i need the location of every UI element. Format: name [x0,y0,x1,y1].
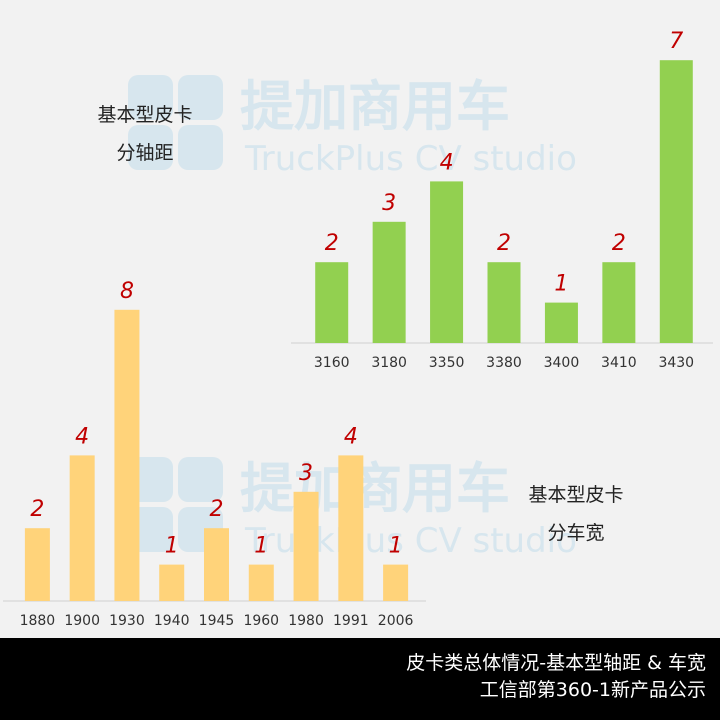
tick-label-1945: 1945 [199,613,235,629]
data-label-1991: 4 [344,424,358,449]
bar-1880 [24,528,50,601]
wheelbase-chart-title: 基本型皮卡 分轴距 [45,96,245,172]
wheelbase-chart: 2 3160 3 3180 4 3350 2 3380 1 3400 2 3410 7 3430 [291,29,713,371]
data-label-2006: 1 [389,534,403,559]
tick-label-1940: 1940 [154,613,190,629]
tick-label-1960: 1960 [243,613,279,629]
tick-label-2006: 2006 [378,613,414,629]
tick-label-3430: 3430 [658,355,694,371]
bar-1980 [293,491,319,601]
tick-label-1930: 1930 [109,613,145,629]
data-label-3180: 3 [382,191,396,216]
data-label-1980: 3 [299,461,313,486]
data-label-1945: 2 [210,497,224,522]
bar-3380 [487,262,521,343]
data-label-3160: 2 [325,231,339,256]
footer-line-1: 皮卡类总体情况-基本型轴距 & 车宽 [406,652,706,674]
data-label-3380: 2 [497,231,511,256]
tick-label-1880: 1880 [20,613,56,629]
data-label-1880: 2 [30,497,44,522]
tick-label-3400: 3400 [544,355,580,371]
bar-2006 [383,564,409,601]
footer-line-2: 工信部第360-1新产品公示 [479,679,706,701]
wheelbase-title-line-1: 基本型皮卡 [97,104,193,126]
width-chart-title: 基本型皮卡 分车宽 [476,476,676,552]
data-label-3430: 7 [669,29,683,54]
data-label-1900: 4 [75,424,89,449]
watermark-brand-top: 提加商用车 [240,75,510,138]
tick-label-3410: 3410 [601,355,637,371]
data-label-1940: 1 [165,534,179,559]
bar-1991 [338,455,364,601]
bar-3180 [372,221,406,343]
tick-label-3180: 3180 [371,355,407,371]
data-label-3410: 2 [612,231,626,256]
bar-3430 [659,60,693,343]
watermark-brand-bottom: 提加商用车 [240,457,510,520]
bar-1945 [204,528,229,601]
bar-1930 [114,309,140,601]
tick-label-1980: 1980 [288,613,324,629]
width-chart: 2 1880 4 1900 8 1930 1 1940 2 1945 1 1960 3 1980 4 1991… [3,279,426,629]
data-label-1960: 1 [254,534,268,559]
tick-label-1900: 1900 [64,613,100,629]
bar-3410 [602,262,636,343]
bar-3160 [315,262,349,343]
tick-label-3160: 3160 [314,355,350,371]
watermark-top: 提加商用车 TruckPlus CV studio [128,75,577,179]
watermark-logo-icon [128,75,223,170]
bar-1900 [69,455,95,601]
tick-label-3380: 3380 [486,355,522,371]
data-label-1930: 8 [120,279,134,304]
bar-3350 [430,181,464,343]
bar-1960 [248,564,274,601]
width-title-line-2: 分车宽 [547,522,605,544]
footer-banner: 皮卡类总体情况-基本型轴距 & 车宽 工信部第360-1新产品公示 [0,638,720,720]
data-label-3400: 1 [554,272,568,297]
tick-label-3350: 3350 [429,355,465,371]
bar-3400 [544,302,578,343]
watermark-sub-top: TruckPlus CV studio [244,139,577,179]
width-title-line-1: 基本型皮卡 [528,484,624,506]
tick-label-1991: 1991 [333,613,369,629]
data-label-3350: 4 [440,150,454,175]
bar-1940 [159,564,185,601]
wheelbase-title-line-2: 分轴距 [116,142,174,164]
